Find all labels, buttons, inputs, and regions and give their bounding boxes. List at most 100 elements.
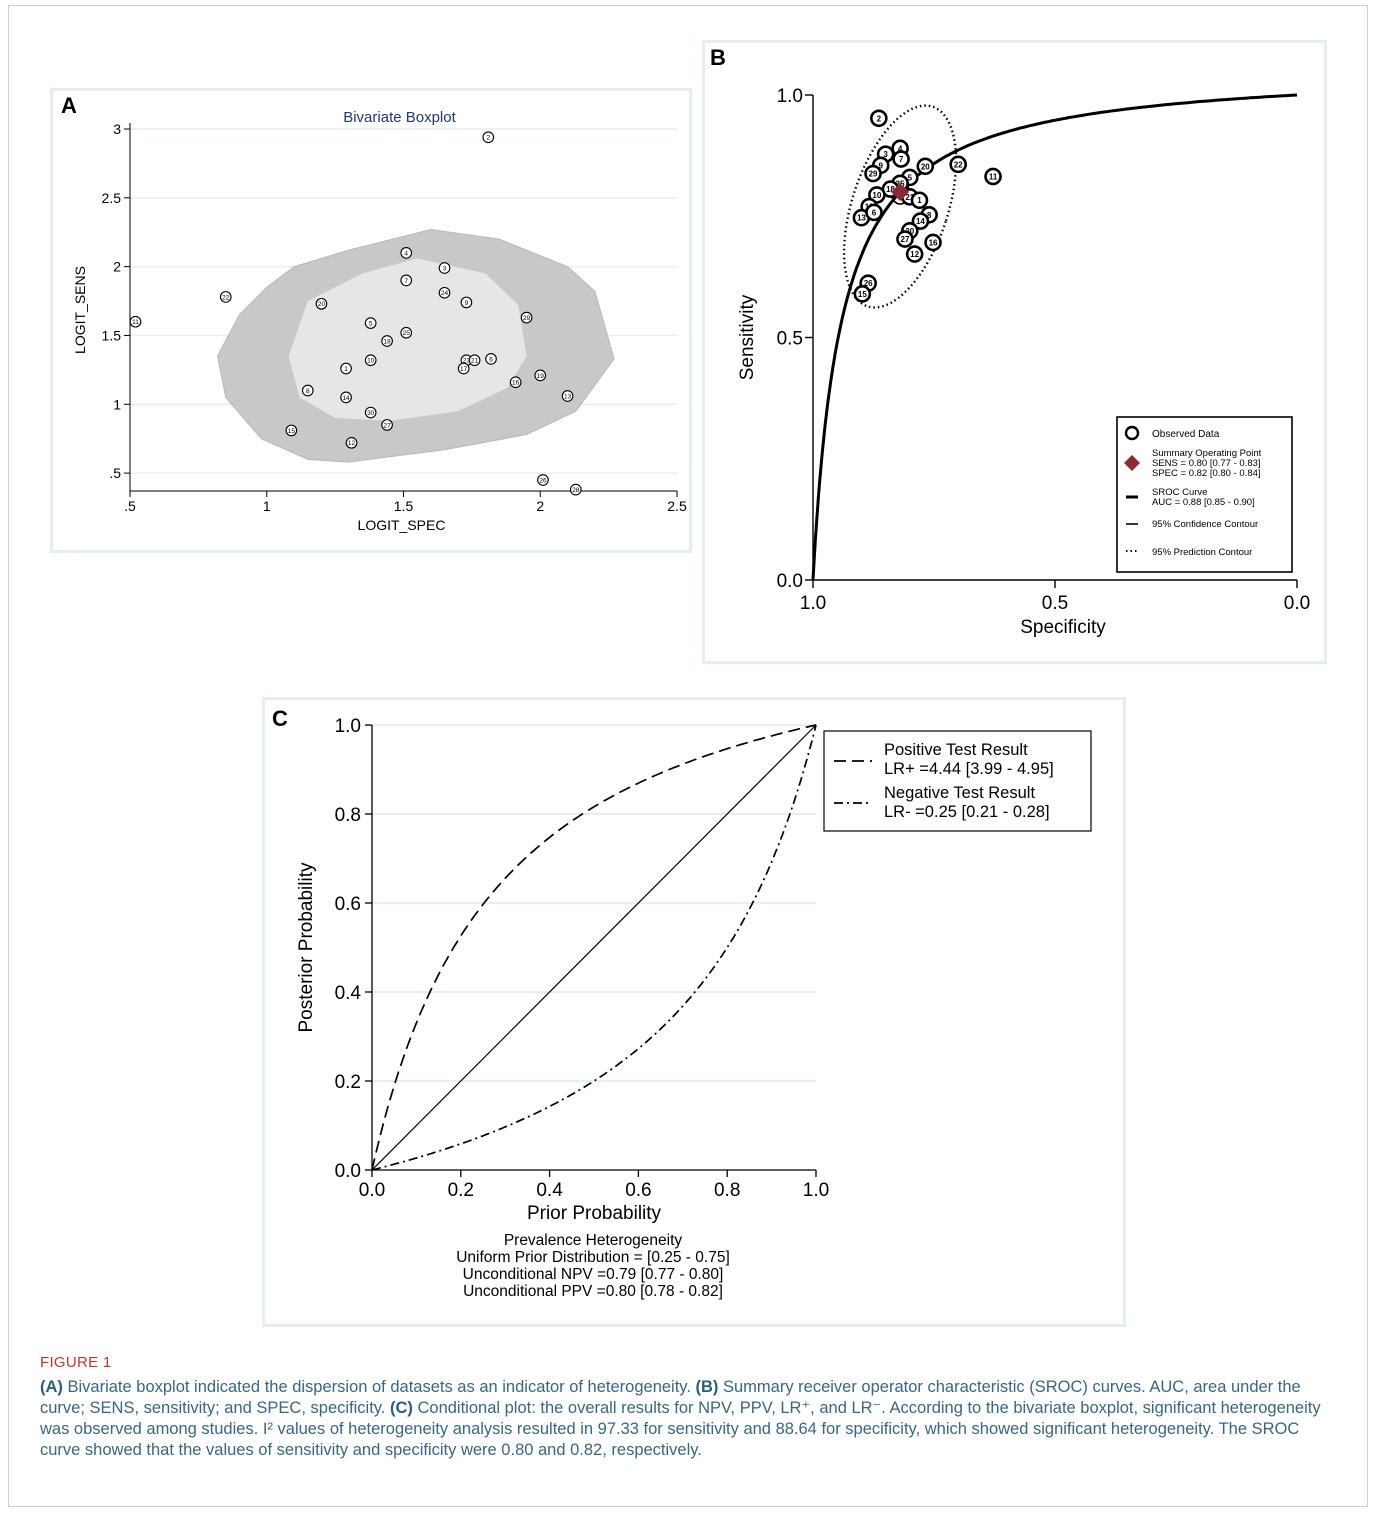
observed-point-22 (949, 155, 967, 174)
observed-point-7 (892, 150, 910, 168)
observed-point-27 (896, 230, 914, 248)
data-point-label-27: 27 (383, 422, 391, 429)
legend-box (1116, 416, 1293, 573)
data-point-label-22: 22 (222, 294, 230, 301)
data-point-label-26: 26 (539, 477, 547, 484)
data-point-15 (285, 424, 298, 437)
data-point-30 (364, 406, 377, 419)
data-point-label-6: 6 (489, 356, 493, 363)
data-point-label-4: 4 (404, 250, 408, 257)
y-tick-label-4: 2.5 (102, 190, 122, 206)
x-tick-label-1: 0.5 (1042, 593, 1068, 614)
data-point-label-8: 8 (306, 388, 310, 395)
panel-a-letter: A (61, 93, 77, 118)
observed-point-6 (865, 203, 883, 222)
chart-c-xlabel: Prior Probability (527, 1203, 662, 1224)
figure-caption: FIGURE 1 (A) Bivariate boxplot indicated… (40, 1352, 1340, 1461)
y-tick-label-2: 1.5 (102, 327, 122, 343)
bivariate-boxplot-chart: .5 1 1.5 2 2.5 3 .5 1 1.5 2 2.5 Bivariate Boxplot LO… (72, 109, 687, 533)
observed-point-label-9: 9 (879, 161, 884, 170)
observed-point-label-8: 8 (927, 211, 932, 220)
data-point-label-7: 7 (404, 278, 408, 285)
legend-positive-title: Positive Test Result (884, 741, 1028, 759)
x-tick-label-0: 1.0 (800, 593, 826, 614)
chart-a-xlabel: LOGIT_SPEC (358, 517, 446, 533)
chart-a-ylabel: LOGIT_SENS (72, 266, 88, 354)
data-point-label-25: 25 (403, 330, 411, 337)
observed-point-label-13: 13 (857, 214, 866, 223)
observed-point-15 (853, 285, 872, 303)
observed-point-label-20: 20 (921, 162, 930, 171)
observed-point-2 (870, 109, 888, 128)
data-point-label-17: 17 (460, 366, 468, 373)
observed-point-label-12: 12 (910, 250, 919, 259)
data-point-label-10: 10 (367, 358, 375, 365)
caption-c-label: (C) (389, 1399, 413, 1417)
panel-c-letter: C (272, 706, 288, 731)
observed-point-label-30: 30 (905, 227, 914, 236)
x-tick-label-5: 1.0 (803, 1180, 829, 1201)
series-line-positive (371, 724, 817, 1171)
panel-b: B 0.0 1.0 0.5 0.5 1.0 0.0 Specificity Sensitivi… (702, 40, 1327, 664)
data-point-24 (438, 286, 451, 299)
data-point-label-15: 15 (288, 428, 296, 435)
observed-point-label-26: 26 (864, 279, 873, 288)
legend-observed-symbol (1124, 425, 1140, 441)
chart-c-ylabel: Posterior Probability (296, 862, 317, 1033)
data-point-label-28: 28 (572, 487, 580, 494)
chart-b-ylabel: Sensitivity (737, 294, 758, 380)
reference-diagonal (371, 724, 817, 1171)
data-point-label-9: 9 (465, 300, 469, 307)
series-line-negative (371, 724, 817, 1171)
data-point-16 (509, 376, 522, 389)
legend-prediction-label: 95% Prediction Contour (1152, 547, 1252, 558)
observed-point-label-4: 4 (898, 144, 903, 153)
y-tick-label-0: 0.0 (335, 1161, 361, 1182)
y-tick-label-3: 2 (113, 259, 121, 275)
legend-summary-sens: SENS = 0.80 [0.77 - 0.83] (1152, 458, 1261, 469)
data-point-25 (400, 326, 413, 339)
legend-negative-title: Negative Test Result (884, 784, 1035, 802)
panel-b-letter: B (710, 45, 726, 70)
observed-point-label-29: 29 (869, 170, 878, 179)
observed-point-20 (916, 157, 935, 176)
observed-point-1 (910, 191, 929, 210)
data-point-11 (129, 315, 142, 328)
figure-frame (8, 5, 1368, 1507)
data-point-10 (364, 354, 377, 367)
observed-point-label-5: 5 (908, 173, 913, 182)
note-unconditional-ppv: Unconditional PPV =0.80 [0.78 - 0.82] (463, 1283, 723, 1300)
data-point-label-21: 21 (471, 358, 479, 365)
data-point-6 (485, 353, 497, 365)
data-point-21 (468, 354, 481, 367)
data-point-label-16: 16 (512, 380, 520, 387)
data-point-3 (438, 262, 451, 274)
note-uniform-prior: Uniform Prior Distribution = [0.25 - 0.7… (456, 1249, 730, 1266)
x-tick-label-4: 0.8 (714, 1180, 740, 1201)
observed-point-label-6: 6 (872, 208, 877, 217)
figure-label: FIGURE 1 (40, 1354, 112, 1371)
data-point-18 (381, 335, 393, 347)
observed-point-label-11: 11 (989, 172, 998, 181)
observed-point-label-14: 14 (916, 217, 925, 226)
legend-sroc-auc: AUC = 0.88 [0.85 - 0.90] (1152, 497, 1255, 508)
data-point-19 (534, 369, 547, 382)
note-unconditional-npv: Unconditional NPV =0.79 [0.77 - 0.80] (463, 1266, 724, 1283)
data-point-14 (340, 391, 352, 404)
data-point-8 (301, 384, 314, 397)
observed-point-label-22: 22 (954, 160, 963, 169)
data-point-label-18: 18 (383, 338, 391, 345)
observed-point-12 (905, 245, 924, 263)
caption-b-label: (B) (695, 1378, 719, 1396)
note-prevalence-heterogeneity: Prevalence Heterogeneity (504, 1232, 683, 1249)
data-point-7 (400, 274, 413, 287)
data-point-label-14: 14 (342, 395, 350, 402)
data-point-label-13: 13 (564, 393, 572, 400)
data-point-26 (537, 474, 549, 486)
x-tick-label-1: 1 (263, 498, 271, 514)
data-point-label-24: 24 (441, 290, 449, 297)
x-tick-label-0: .5 (124, 498, 136, 514)
data-point-label-2: 2 (486, 135, 490, 142)
y-tick-label-5: 1.0 (335, 716, 361, 737)
observed-point-label-3: 3 (883, 150, 888, 159)
